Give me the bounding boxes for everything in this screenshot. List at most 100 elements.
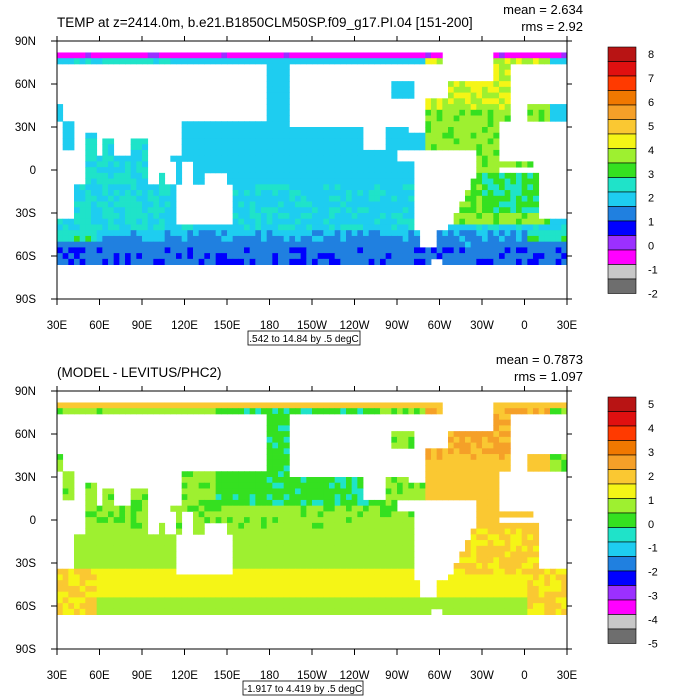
ocean-cell bbox=[266, 230, 273, 237]
colorbar-label: 0 bbox=[648, 519, 654, 531]
ocean-cell bbox=[533, 190, 540, 197]
ocean-cell bbox=[561, 465, 568, 472]
ocean-cell bbox=[204, 224, 211, 231]
ocean-cell bbox=[283, 563, 290, 570]
ocean-cell bbox=[504, 172, 511, 179]
ocean-cell bbox=[96, 517, 103, 524]
ocean-cell bbox=[368, 172, 375, 179]
ocean-cell bbox=[397, 127, 404, 134]
ocean-cell bbox=[96, 534, 103, 541]
ocean-cell bbox=[79, 608, 86, 615]
ocean-cell bbox=[340, 477, 347, 484]
ocean-cell bbox=[499, 534, 506, 541]
ocean-cell bbox=[272, 81, 279, 88]
ocean-cell bbox=[408, 138, 415, 145]
ocean-cell bbox=[147, 241, 154, 248]
ocean-cell bbox=[159, 224, 166, 231]
ocean-cell bbox=[374, 603, 381, 610]
ocean-cell bbox=[340, 574, 347, 581]
ocean-cell bbox=[79, 574, 86, 581]
ocean-cell bbox=[312, 557, 319, 564]
ocean-cell bbox=[181, 477, 188, 484]
ocean-cell bbox=[187, 402, 194, 409]
ocean-cell bbox=[266, 517, 273, 524]
ocean-cell bbox=[119, 167, 126, 174]
ocean-cell bbox=[108, 258, 115, 265]
ocean-cell bbox=[227, 247, 234, 254]
ocean-cell bbox=[130, 149, 137, 157]
ocean-cell bbox=[232, 580, 239, 587]
ocean-cell bbox=[266, 258, 273, 265]
ocean-cell bbox=[283, 92, 290, 99]
ocean-cell bbox=[363, 190, 370, 197]
ocean-cell bbox=[147, 585, 154, 593]
ocean-cell bbox=[193, 121, 200, 128]
ocean-cell bbox=[244, 172, 251, 179]
ocean-cell bbox=[283, 149, 290, 157]
ocean-cell bbox=[289, 603, 296, 610]
ocean-cell bbox=[476, 104, 483, 111]
ocean-cell bbox=[119, 551, 126, 558]
ocean-cell bbox=[136, 172, 143, 179]
ocean-cell bbox=[159, 195, 166, 202]
ocean-cell bbox=[227, 224, 234, 231]
ocean-cell bbox=[289, 149, 296, 157]
ocean-cell bbox=[74, 574, 81, 581]
ocean-cell bbox=[482, 253, 489, 260]
ocean-cell bbox=[363, 172, 370, 179]
ocean-cell bbox=[487, 224, 494, 231]
ocean-cell bbox=[380, 207, 387, 214]
ocean-cell bbox=[346, 482, 353, 489]
ocean-cell bbox=[487, 551, 494, 558]
ocean-cell bbox=[402, 534, 409, 541]
ocean-cell bbox=[181, 494, 188, 501]
ocean-cell bbox=[391, 127, 398, 134]
ocean-cell bbox=[283, 557, 290, 564]
ocean-cell bbox=[198, 161, 205, 168]
ocean-cell bbox=[351, 138, 358, 145]
ocean-cell bbox=[102, 488, 109, 495]
ocean-cell bbox=[436, 235, 443, 243]
ocean-cell bbox=[261, 178, 268, 185]
ocean-cell bbox=[130, 494, 137, 501]
ocean-cell bbox=[136, 218, 143, 225]
ocean-cell bbox=[544, 52, 551, 59]
ocean-cell bbox=[136, 149, 143, 157]
ocean-cell bbox=[351, 207, 358, 214]
ocean-cell bbox=[431, 132, 438, 139]
ocean-cell bbox=[482, 207, 489, 214]
ocean-cell bbox=[96, 603, 103, 610]
ocean-cell bbox=[204, 580, 211, 587]
ocean-cell bbox=[130, 224, 137, 231]
ocean-cell bbox=[555, 230, 562, 237]
ocean-cell bbox=[385, 161, 392, 168]
ocean-cell bbox=[397, 603, 404, 610]
y-tick-label: 90N bbox=[15, 386, 36, 398]
ocean-cell bbox=[363, 505, 370, 512]
ocean-cell bbox=[516, 230, 523, 237]
ocean-cell bbox=[476, 98, 483, 105]
ocean-cell bbox=[476, 597, 483, 604]
ocean-cell bbox=[266, 115, 273, 122]
ocean-cell bbox=[187, 253, 194, 260]
ocean-cell bbox=[102, 591, 109, 598]
ocean-cell bbox=[204, 517, 211, 524]
ocean-cell bbox=[164, 253, 171, 260]
ocean-cell bbox=[187, 471, 194, 478]
ocean-cell bbox=[125, 58, 132, 65]
ocean-cell bbox=[329, 522, 336, 529]
ocean-cell bbox=[385, 534, 392, 541]
ocean-cell bbox=[215, 149, 222, 157]
ocean-cell bbox=[510, 224, 517, 231]
ocean-cell bbox=[153, 213, 160, 220]
ocean-cell bbox=[147, 247, 154, 254]
ocean-cell bbox=[79, 408, 86, 415]
ocean-cell bbox=[368, 563, 375, 570]
ocean-cell bbox=[215, 58, 222, 65]
ocean-cell bbox=[317, 258, 324, 265]
ocean-cell bbox=[453, 92, 460, 99]
ocean-cell bbox=[261, 482, 268, 489]
ocean-cell bbox=[221, 167, 228, 174]
ocean-cell bbox=[374, 201, 381, 208]
ocean-cell bbox=[91, 597, 98, 604]
